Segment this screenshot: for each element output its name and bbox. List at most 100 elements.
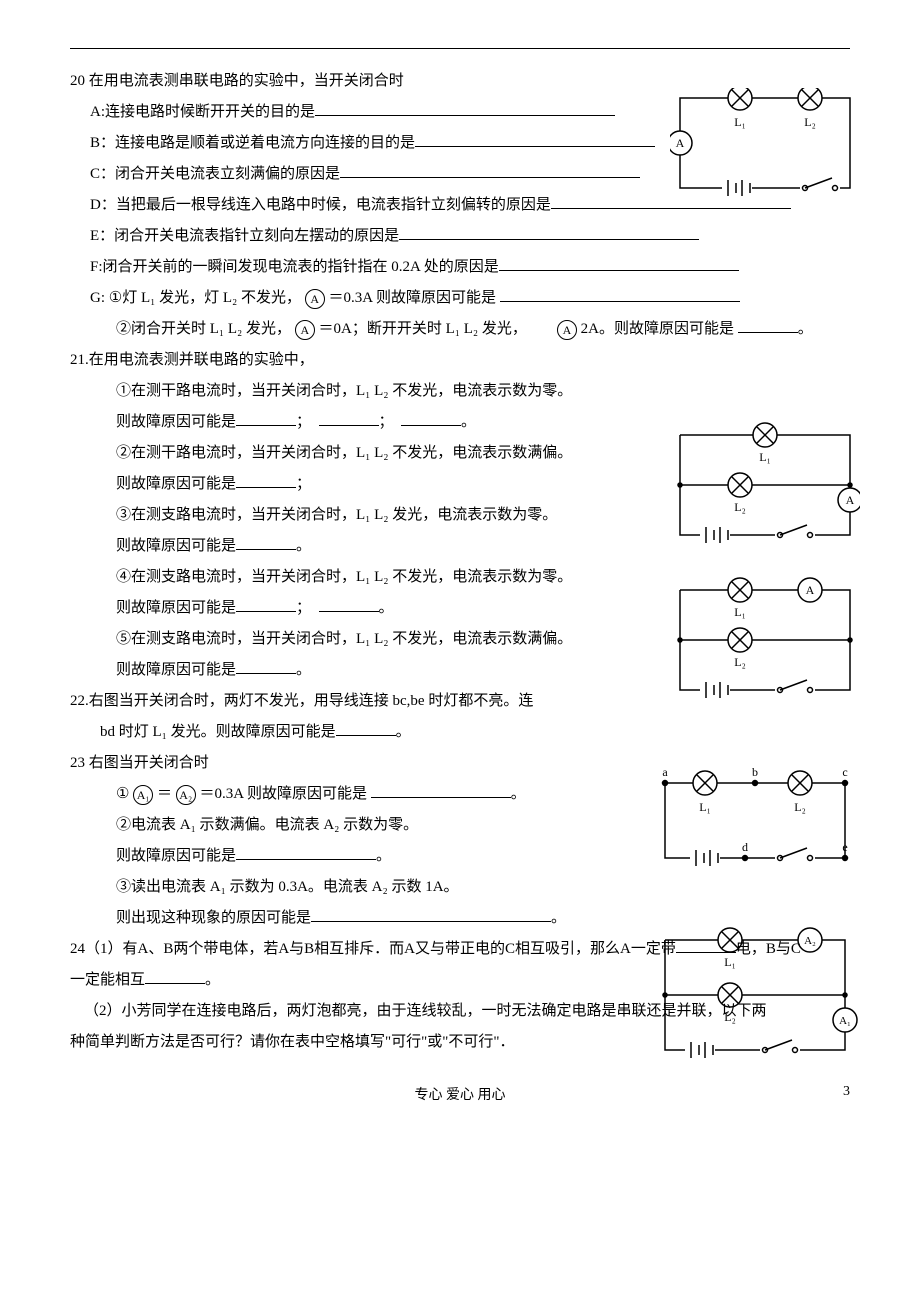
- q23-p3: ③读出电流表 A₁ 示数为 0.3A。电流表 A₂ 示数 1A。: [70, 875, 850, 899]
- blank: [145, 969, 205, 984]
- q20-A: A:连接电路时候断开开关的目的是: [70, 100, 850, 124]
- blank: [499, 256, 739, 271]
- q21-1a: ①在测干路电流时，当开关闭合时，L₁ L₂ 不发光，电流表示数为零。: [70, 379, 850, 403]
- q24-p1a: 24（1）有A、B两个带电体，若A与B相互排斥．而A又与带正电的C相互吸引，那么…: [70, 941, 676, 957]
- q21-2b: 则故障原因可能是 ；: [70, 472, 850, 496]
- period: 。: [461, 414, 476, 430]
- blank: [340, 163, 640, 178]
- q20-G2-mid: ＝0A；断开开关时 L₁ L₂ 发光，: [319, 321, 527, 337]
- period: 。: [296, 662, 311, 678]
- blank: [311, 907, 551, 922]
- q23-p1-pre: ①: [116, 786, 133, 802]
- q23-p3b-text: 则出现这种现象的原因可能是: [116, 910, 311, 926]
- q21-2b-text: 则故障原因可能是: [116, 476, 236, 492]
- q20-G1-post: ＝0.3A 则故障原因可能是: [328, 290, 496, 306]
- blank: [399, 225, 699, 240]
- q24-p2a: （2）小芳同学在连接电路后，两灯泡都亮，由于连线较乱，一时无法确定电路是串联还是…: [70, 999, 850, 1023]
- blank: [676, 938, 736, 953]
- page-number: 3: [843, 1084, 850, 1100]
- q24-p1: 24（1）有A、B两个带电体，若A与B相互排斥．而A又与带正电的C相互吸引，那么…: [70, 937, 850, 961]
- q22-line2-text: bd 时灯 L₁ 发光。则故障原因可能是: [100, 724, 336, 740]
- period: 。: [376, 848, 391, 864]
- q20-C: C：闭合开关电流表立刻满偏的原因是: [70, 162, 850, 186]
- semi: ；: [379, 414, 394, 430]
- q21-3b: 则故障原因可能是 。: [70, 534, 850, 558]
- blank: [319, 411, 379, 426]
- period: 。: [379, 600, 394, 616]
- period: 。: [551, 910, 566, 926]
- q20-B: B：连接电路是顺着或逆着电流方向连接的目的是: [70, 131, 850, 155]
- blank: [371, 783, 511, 798]
- period: 。: [296, 538, 311, 554]
- q24-p1b: 电，B与C: [736, 941, 801, 957]
- blank: [336, 721, 396, 736]
- q21-3a: ③在测支路电流时，当开关闭合时，L₁ L₂ 发光，电流表示数为零。: [70, 503, 850, 527]
- semi: ；: [296, 600, 311, 616]
- q20-E: E：闭合开关电流表指针立刻向左摆动的原因是: [70, 224, 850, 248]
- q20-D-text: D：当把最后一根导线连入电路中时候，电流表指针立刻偏转的原因是: [90, 197, 551, 213]
- period: 。: [511, 786, 526, 802]
- footer-motto: 专心 爱心 用心: [415, 1088, 506, 1103]
- blank: [236, 845, 376, 860]
- q21-stem: 21.在用电流表测并联电路的实验中，: [70, 348, 850, 372]
- q22-line1: 22.右图当开关闭合时，两灯不发光，用导线连接 bc,be 时灯都不亮。连: [70, 689, 850, 713]
- blank: [236, 473, 296, 488]
- q23-p2b: 则故障原因可能是 。: [70, 844, 850, 868]
- q21-5b-text: 则故障原因可能是: [116, 662, 236, 678]
- q20-D: D：当把最后一根导线连入电路中时候，电流表指针立刻偏转的原因是: [70, 193, 850, 217]
- period: 。: [205, 972, 220, 988]
- q21-1b-text: 则故障原因可能是: [116, 414, 236, 430]
- q21-4b: 则故障原因可能是 ； 。: [70, 596, 850, 620]
- blank: [236, 597, 296, 612]
- q20-G2-end: 2A。则故障原因可能是: [581, 321, 734, 337]
- period: 。: [396, 724, 411, 740]
- q21-4a: ④在测支路电流时，当开关闭合时，L₁ L₂ 不发光，电流表示数为零。: [70, 565, 850, 589]
- page: A L₁ L₂ 20 在用电流表测串联电路的实验中，当开关闭合时 A:连接电: [0, 0, 920, 1134]
- page-footer: 专心 爱心 用心 3: [70, 1084, 850, 1104]
- q22-line2: bd 时灯 L₁ 发光。则故障原因可能是 。: [70, 720, 850, 744]
- q20-E-text: E：闭合开关电流表指针立刻向左摆动的原因是: [90, 228, 399, 244]
- q21-5a: ⑤在测支路电流时，当开关闭合时，L₁ L₂ 不发光，电流表示数满偏。: [70, 627, 850, 651]
- q20-F-text: F:闭合开关前的一瞬间发现电流表的指针指在 0.2A 处的原因是: [90, 259, 499, 275]
- q23-p1-eq: ＝: [157, 786, 176, 802]
- ammeter-a2-icon: A₂: [176, 785, 196, 805]
- q20-F: F:闭合开关前的一瞬间发现电流表的指针指在 0.2A 处的原因是: [70, 255, 850, 279]
- blank: [738, 318, 798, 333]
- ammeter-symbol-icon: A: [295, 320, 315, 340]
- q23-p1-post: ＝0.3A 则故障原因可能是: [199, 786, 367, 802]
- blank: [236, 659, 296, 674]
- q23-p2b-text: 则故障原因可能是: [116, 848, 236, 864]
- blank: [319, 597, 379, 612]
- q23-stem: 23 右图当开关闭合时: [70, 751, 850, 775]
- blank: [236, 411, 296, 426]
- ammeter-a1-icon: A₁: [133, 785, 153, 805]
- q23-p3b: 则出现这种现象的原因可能是 。: [70, 906, 850, 930]
- blank: [401, 411, 461, 426]
- q20-G1-pre: G: ①灯 L₁ 发光，灯 L₂ 不发光，: [90, 290, 301, 306]
- blank: [551, 194, 791, 209]
- blank: [415, 132, 655, 147]
- q21-2a: ②在测干路电流时，当开关闭合时，L₁ L₂ 不发光，电流表示数满偏。: [70, 441, 850, 465]
- q20-C-text: C：闭合开关电流表立刻满偏的原因是: [90, 166, 340, 182]
- q21-4b-text: 则故障原因可能是: [116, 600, 236, 616]
- q20-G2-pre: ②闭合开关时 L₁ L₂ 发光，: [116, 321, 291, 337]
- q23-p2: ②电流表 A₁ 示数满偏。电流表 A₂ 示数为零。: [70, 813, 850, 837]
- q20-G2: ②闭合开关时 L₁ L₂ 发光， A ＝0A；断开开关时 L₁ L₂ 发光， A…: [70, 317, 850, 341]
- q24-p1c-line: 一定能相互 。: [70, 968, 850, 992]
- period: 。: [798, 321, 813, 337]
- blank: [500, 287, 740, 302]
- page-rule-top: [70, 48, 850, 49]
- q20-stem: 20 在用电流表测串联电路的实验中，当开关闭合时: [70, 69, 850, 93]
- blank: [315, 101, 615, 116]
- ammeter-symbol-icon: A: [557, 320, 577, 340]
- q20-G1: G: ①灯 L₁ 发光，灯 L₂ 不发光， A ＝0.3A 则故障原因可能是: [70, 286, 850, 310]
- q21-3b-text: 则故障原因可能是: [116, 538, 236, 554]
- q20-A-text: A:连接电路时候断开开关的目的是: [90, 104, 315, 120]
- ammeter-symbol-icon: A: [305, 289, 325, 309]
- semi: ；: [296, 414, 311, 430]
- q24-p1c: 一定能相互: [70, 972, 145, 988]
- blank: [236, 535, 296, 550]
- q24-p2b: 种简单判断方法是否可行？请你在表中空格填写"可行"或"不可行"．: [70, 1030, 850, 1054]
- semi: ；: [296, 476, 311, 492]
- q21-1b: 则故障原因可能是 ； ； 。: [70, 410, 850, 434]
